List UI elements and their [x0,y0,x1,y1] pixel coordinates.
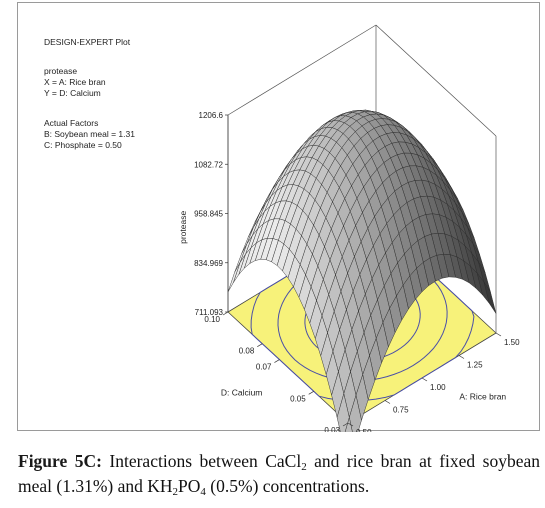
x-tick-mark [347,422,354,427]
caption-sub-2: 2 [172,486,179,498]
z-tick-label: 1206.6 [199,111,224,120]
z-tick-label: 1082.72 [194,160,223,169]
y-tick-mark [308,390,314,395]
surface-cell [227,262,241,293]
z-tick-label: 958.845 [194,210,223,219]
x-factor-label: X = A: Rice bran [44,77,106,87]
response-surface-plot: 711.093 834.969 958.845 1082.72 1206.6 protea… [178,24,520,432]
z-tick-label: 711.093 [195,308,224,317]
actual-factor-phosphate: C: Phosphate = 0.50 [44,140,122,150]
surface-cell [344,417,353,432]
x-tick-label: 1.25 [467,361,483,370]
y-axis-label: D: Calcium [221,388,263,398]
caption-text-1: Interactions between CaCl [101,451,302,471]
y-tick-label: 0.10 [204,315,220,324]
x-tick-mark [384,400,391,404]
actual-factors-title: Actual Factors [44,118,99,128]
caption-sub-3: 4 [200,486,206,498]
figure-caption: Figure 5C: Interactions between CaCl2 an… [18,449,540,499]
x-tick-label: 1.00 [430,383,446,392]
caption-text-2: and rice bran at fixed soybean meal (1.3… [18,451,540,496]
y-tick-mark [222,311,229,316]
x-tick-mark [421,377,428,382]
x-tick-mark [495,332,502,337]
caption-label: Figure 5C: [18,451,102,471]
plot-title: DESIGN-EXPERT Plot [44,37,131,47]
response-label: protease [44,66,78,76]
x-tick-label: 1.50 [504,338,520,347]
x-tick-mark [458,355,465,359]
box-edge [375,24,497,137]
figure-frame: 711.093 834.969 958.845 1082.72 1206.6 protea… [17,2,540,432]
caption-text-4: (0.5%) concentrations. [205,476,370,496]
caption-text-3: PO [178,476,201,496]
y-tick-mark [274,359,280,363]
y-tick-label: 0.03 [324,426,340,432]
actual-factor-soybean: B: Soybean meal = 1.31 [44,129,135,139]
x-axis-label: A: Rice bran [459,392,506,402]
z-axis-label: protease [178,211,188,244]
y-tick-label: 0.08 [239,347,255,356]
y-tick-label: 0.05 [290,394,306,403]
z-tick-label: 834.969 [194,259,223,268]
y-tick-mark [342,422,349,427]
y-factor-label: Y = D: Calcium [44,88,101,98]
box-edge [227,24,377,116]
x-tick-label: 0.75 [393,406,409,415]
y-tick-mark [257,343,263,348]
caption-sub-1: 2 [301,461,307,473]
x-tick-label: 0.50 [356,428,372,432]
y-tick-label: 0.07 [256,363,272,372]
